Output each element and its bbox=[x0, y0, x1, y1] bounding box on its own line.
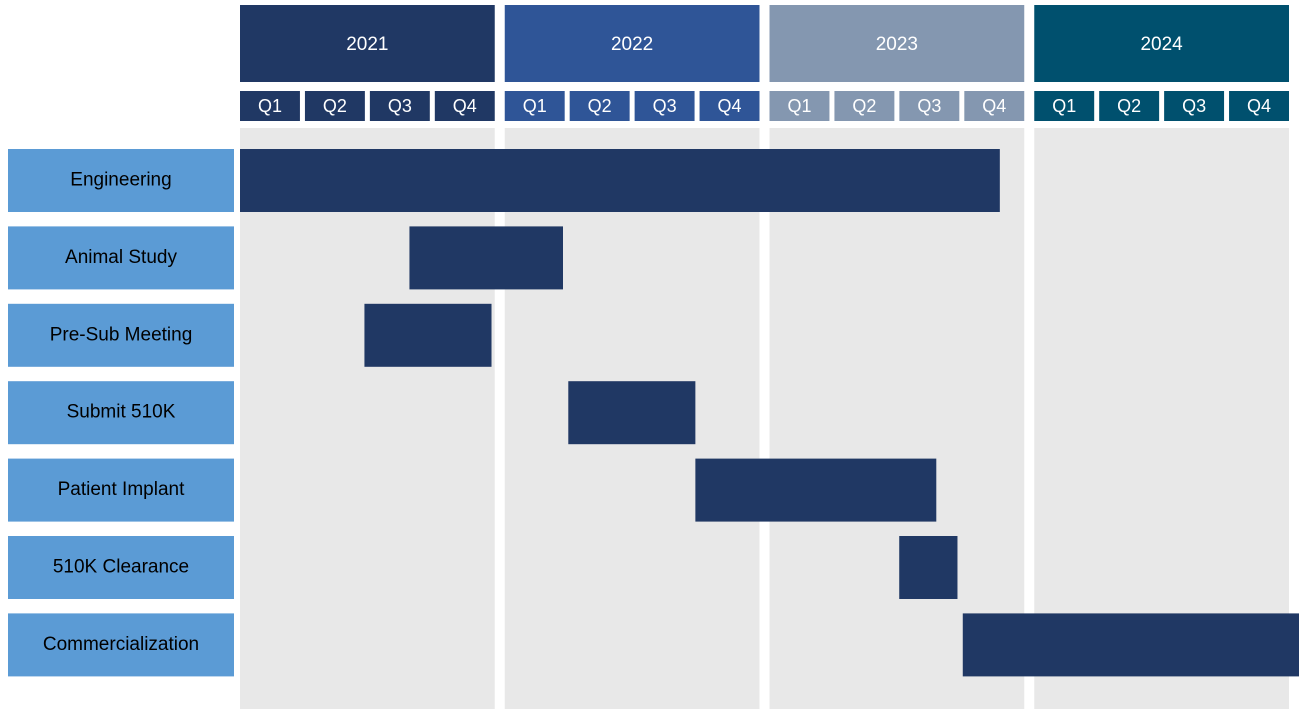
quarter-header bbox=[1099, 91, 1160, 121]
task-label: Patient Implant bbox=[58, 479, 185, 500]
quarter-label: Q4 bbox=[1247, 96, 1271, 116]
task-bar bbox=[240, 149, 1000, 212]
quarter-label: Q4 bbox=[718, 96, 742, 116]
quarter-label: Q1 bbox=[787, 96, 811, 116]
task-bar bbox=[962, 613, 1299, 677]
quarter-label: Q1 bbox=[1052, 96, 1076, 116]
quarter-header bbox=[1034, 91, 1095, 121]
quarter-header bbox=[504, 91, 565, 121]
year-header bbox=[1034, 5, 1289, 82]
task-label: Submit 510K bbox=[67, 402, 176, 423]
quarter-label: Q3 bbox=[1182, 96, 1206, 116]
quarter-label: Q2 bbox=[1117, 96, 1141, 116]
year-label: 2022 bbox=[611, 34, 653, 55]
quarter-header bbox=[1164, 91, 1225, 121]
task-label-box bbox=[8, 613, 234, 677]
quarter-header bbox=[304, 91, 365, 121]
quarter-label: Q2 bbox=[852, 96, 876, 116]
task-bar bbox=[568, 381, 696, 445]
task-label-box bbox=[8, 458, 234, 522]
task-label-box bbox=[8, 226, 234, 290]
year-label: 2024 bbox=[1140, 34, 1183, 55]
year-column bbox=[769, 128, 1025, 709]
quarter-label: Q2 bbox=[588, 96, 612, 116]
quarter-label: Q4 bbox=[453, 96, 477, 116]
quarter-label: Q3 bbox=[917, 96, 941, 116]
quarter-header bbox=[369, 91, 430, 121]
task-label-box bbox=[8, 303, 234, 367]
year-label: 2023 bbox=[876, 34, 918, 55]
quarter-label: Q2 bbox=[323, 96, 347, 116]
year-column bbox=[240, 128, 495, 709]
year-header bbox=[504, 5, 760, 82]
task-bar bbox=[695, 458, 937, 522]
quarter-header bbox=[1229, 91, 1289, 121]
task-label: 510K Clearance bbox=[53, 557, 189, 578]
task-label-box bbox=[8, 381, 234, 445]
quarter-label: Q1 bbox=[258, 96, 282, 116]
task-label: Commercialization bbox=[43, 634, 199, 655]
task-bar bbox=[364, 303, 492, 367]
quarter-header bbox=[769, 91, 830, 121]
task-bar bbox=[899, 536, 958, 599]
quarter-label: Q3 bbox=[388, 96, 412, 116]
task-label: Pre-Sub Meeting bbox=[50, 324, 193, 345]
task-label-box bbox=[8, 149, 234, 212]
quarter-header bbox=[964, 91, 1025, 121]
year-header bbox=[769, 5, 1025, 82]
task-label: Animal Study bbox=[65, 247, 177, 268]
year-label: 2021 bbox=[346, 34, 388, 55]
task-bar bbox=[409, 226, 563, 290]
year-column bbox=[1034, 128, 1289, 709]
quarter-label: Q3 bbox=[653, 96, 677, 116]
quarter-header bbox=[834, 91, 895, 121]
quarter-header bbox=[434, 91, 495, 121]
task-label-box bbox=[8, 536, 234, 599]
quarter-header bbox=[569, 91, 630, 121]
quarter-header bbox=[699, 91, 760, 121]
quarter-label: Q4 bbox=[982, 96, 1006, 116]
quarter-header bbox=[899, 91, 960, 121]
year-header bbox=[240, 5, 495, 82]
task-label: Engineering bbox=[70, 170, 171, 191]
quarter-header bbox=[634, 91, 695, 121]
quarter-header bbox=[240, 91, 300, 121]
quarter-label: Q1 bbox=[523, 96, 547, 116]
